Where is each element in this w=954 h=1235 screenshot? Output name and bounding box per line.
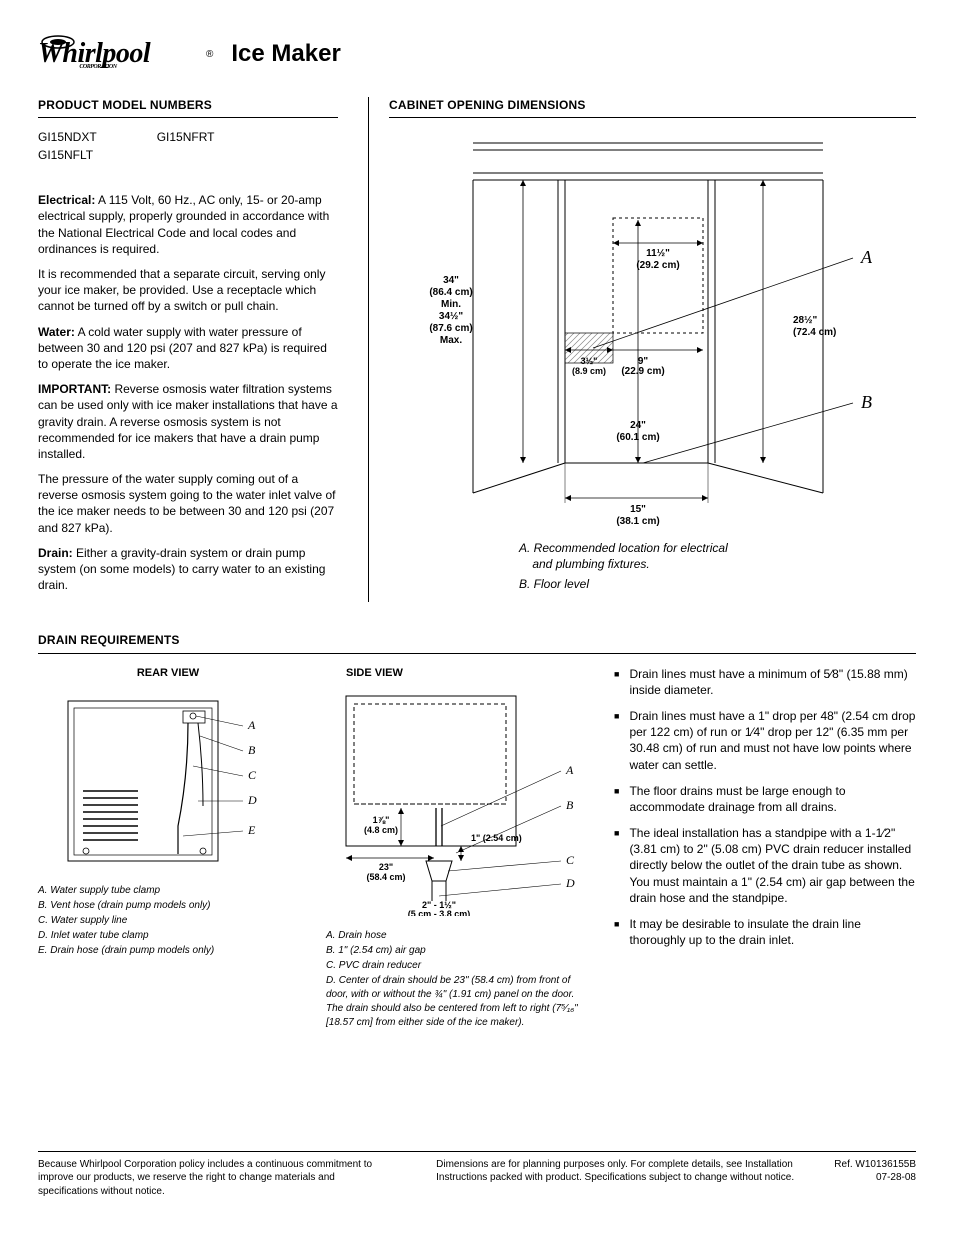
svg-text:(4.8 cm): (4.8 cm) (364, 825, 398, 835)
rear-view-col: REAR VIEW (38, 666, 298, 1031)
bullet-item: The ideal installation has a standpipe w… (614, 825, 916, 906)
svg-text:C: C (566, 853, 575, 867)
cabinet-heading: CABINET OPENING DIMENSIONS (389, 97, 916, 113)
side-legend: A. Drain hose B. 1" (2.54 cm) air gap C.… (326, 929, 586, 1030)
legend-item: D. Inlet water tube clamp (38, 929, 298, 943)
models-heading: PRODUCT MODEL NUMBERS (38, 97, 338, 113)
legend-item: E. Drain hose (drain pump models only) (38, 944, 298, 958)
registered-mark: ® (206, 48, 213, 62)
drain-section: DRAIN REQUIREMENTS REAR VIEW (38, 632, 916, 1030)
drain-bullets: Drain lines must have a minimum of 5⁄8" … (614, 666, 916, 1031)
document-title: Ice Maker (231, 38, 340, 70)
svg-text:(60.1 cm): (60.1 cm) (616, 432, 659, 443)
footer-ref: Ref. W10136155B (834, 1158, 916, 1172)
svg-text:Min.: Min. (441, 299, 461, 310)
svg-text:(72.4 cm): (72.4 cm) (793, 327, 836, 338)
svg-text:11½": 11½" (646, 248, 670, 259)
rear-view-title: REAR VIEW (38, 666, 298, 681)
svg-text:23": 23" (379, 862, 393, 872)
svg-text:(29.2 cm): (29.2 cm) (636, 260, 679, 271)
electrical-spec: Electrical: A 115 Volt, 60 Hz., AC only,… (38, 192, 338, 257)
svg-text:A: A (860, 247, 873, 267)
bullet-item: Drain lines must have a minimum of 5⁄8" … (614, 666, 916, 698)
left-column: PRODUCT MODEL NUMBERS GI15NDXT GI15NFLT … (38, 97, 338, 602)
svg-text:(5 cm - 3.8 cm): (5 cm - 3.8 cm) (408, 909, 471, 916)
document-footer: Because Whirlpool Corporation policy inc… (38, 1151, 916, 1199)
document-header: Whirlpool CORPORATION ® Ice Maker (38, 30, 916, 79)
svg-text:24": 24" (630, 420, 646, 431)
important-spec: IMPORTANT: Reverse osmosis water filtrat… (38, 381, 338, 462)
ro-pressure: The pressure of the water supply coming … (38, 471, 338, 536)
model-number: GI15NFRT (157, 128, 215, 146)
svg-text:(58.4 cm): (58.4 cm) (366, 872, 405, 882)
drain-spec: Drain: Either a gravity-drain system or … (38, 545, 338, 594)
side-view-title: SIDE VIEW (346, 666, 586, 681)
brand-logo: Whirlpool CORPORATION (38, 30, 188, 79)
bullet-item: It may be desirable to insulate the drai… (614, 916, 916, 948)
svg-text:28½": 28½" (793, 315, 817, 326)
svg-text:(22.9 cm): (22.9 cm) (621, 366, 664, 377)
side-view-diagram: 1⅞" (4.8 cm) 23" (58.4 cm) 1" (2.54 cm) … (326, 686, 586, 916)
footer-right: Ref. W10136155B 07-28-08 (834, 1158, 916, 1199)
svg-text:CORPORATION: CORPORATION (79, 64, 117, 70)
legend-item: C. PVC drain reducer (326, 959, 586, 973)
rear-legend: A. Water supply tube clamp B. Vent hose … (38, 884, 298, 958)
top-section: PRODUCT MODEL NUMBERS GI15NDXT GI15NFLT … (38, 97, 916, 602)
rear-view-diagram: A B C D E (38, 686, 268, 871)
svg-text:E: E (247, 823, 256, 837)
legend-item: C. Water supply line (38, 914, 298, 928)
model-col-2: GI15NFRT (157, 128, 215, 164)
legend-item: A. Water supply tube clamp (38, 884, 298, 898)
svg-text:(8.9 cm): (8.9 cm) (571, 366, 605, 376)
model-number: GI15NDXT (38, 128, 97, 146)
svg-text:(38.1 cm): (38.1 cm) (616, 516, 659, 527)
legend-item: B. 1" (2.54 cm) air gap (326, 944, 586, 958)
bullet-item: The floor drains must be large enough to… (614, 783, 916, 815)
footer-date: 07-28-08 (834, 1171, 916, 1185)
drain-heading: DRAIN REQUIREMENTS (38, 632, 916, 648)
svg-text:B: B (566, 798, 574, 812)
svg-text:B: B (861, 392, 872, 412)
legend-b: B. Floor level (519, 576, 916, 592)
drain-columns: REAR VIEW (38, 666, 916, 1031)
model-number: GI15NFLT (38, 146, 97, 164)
model-list: GI15NDXT GI15NFLT GI15NFRT (38, 128, 338, 164)
legend-item: B. Vent hose (drain pump models only) (38, 899, 298, 913)
electrical-rec: It is recommended that a separate circui… (38, 266, 338, 315)
section-rule (389, 117, 916, 118)
legend-item: A. Drain hose (326, 929, 586, 943)
side-view-col: SIDE VIEW (326, 666, 586, 1031)
svg-text:15": 15" (630, 504, 646, 515)
svg-text:34": 34" (443, 275, 459, 286)
legend-a: A. Recommended location for electrical a… (519, 540, 779, 572)
cabinet-diagram: 11½" (29.2 cm) 34" (86.4 cm) Min. 34½" (… (389, 128, 916, 528)
svg-text:3½": 3½" (580, 356, 597, 366)
svg-text:A: A (565, 763, 574, 777)
svg-text:D: D (565, 876, 575, 890)
footer-mid: Dimensions are for planning purposes onl… (436, 1158, 794, 1199)
svg-text:34½": 34½" (438, 311, 462, 322)
bullet-item: Drain lines must have a 1" drop per 48" … (614, 708, 916, 773)
section-rule (38, 117, 338, 118)
svg-text:(86.4 cm): (86.4 cm) (429, 287, 472, 298)
svg-text:C: C (248, 768, 257, 782)
svg-text:Max.: Max. (439, 335, 461, 346)
right-column: CABINET OPENING DIMENSIONS (368, 97, 916, 602)
svg-text:B: B (248, 743, 256, 757)
svg-text:1" (2.54 cm): 1" (2.54 cm) (471, 833, 522, 843)
section-rule (38, 653, 916, 654)
svg-text:1⅞": 1⅞" (373, 815, 390, 825)
cabinet-legend: A. Recommended location for electrical a… (519, 540, 916, 592)
svg-text:A: A (247, 718, 256, 732)
svg-text:D: D (247, 793, 257, 807)
model-col-1: GI15NDXT GI15NFLT (38, 128, 97, 164)
legend-item: D. Center of drain should be 23" (58.4 c… (326, 974, 586, 1030)
svg-text:(87.6 cm): (87.6 cm) (429, 323, 472, 334)
water-spec: Water: A cold water supply with water pr… (38, 324, 338, 373)
footer-left: Because Whirlpool Corporation policy inc… (38, 1158, 396, 1199)
